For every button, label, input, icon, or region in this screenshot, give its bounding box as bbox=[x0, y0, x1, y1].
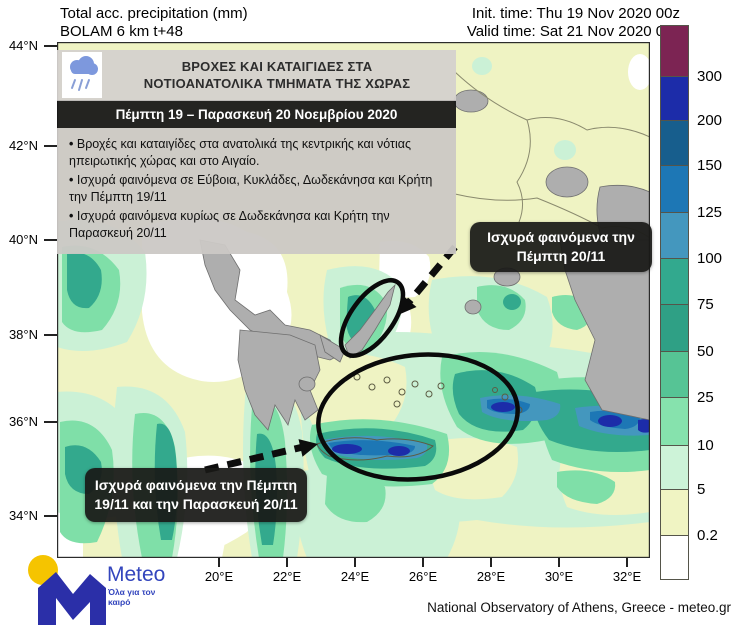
colorbar-label: 150 bbox=[697, 157, 723, 174]
precipitation-colorbar bbox=[660, 25, 689, 580]
arrow-to-crete bbox=[204, 443, 304, 474]
lon-label: 22°E bbox=[272, 569, 302, 584]
callout-line: 19/11 και την Παρασκευή 20/11 bbox=[94, 496, 298, 512]
product-title: Total acc. precipitation (mm) bbox=[60, 5, 248, 22]
evia-highlight-ellipse bbox=[338, 278, 406, 358]
colorbar-label: 0.2 bbox=[697, 527, 718, 544]
arrow-to-evia bbox=[406, 244, 458, 305]
lat-tick bbox=[44, 421, 57, 423]
colorbar-swatch bbox=[660, 121, 689, 166]
lat-label: 42°N bbox=[8, 138, 38, 153]
colorbar-swatch bbox=[660, 536, 689, 580]
info-panel: ΒΡΟΧΕΣ ΚΑΙ ΚΑΤΑΙΓΙΔΕΣ ΣΤΑ ΝΟΤΙΟΑΝΑΤΟΛΙΚΑ… bbox=[57, 50, 456, 254]
bullet-item: Ισχυρά φαινόμενα σε Εύβοια, Κυκλάδες, Δω… bbox=[69, 172, 446, 206]
info-title: ΒΡΟΧΕΣ ΚΑΙ ΚΑΤΑΙΓΙΔΕΣ ΣΤΑ ΝΟΤΙΟΑΝΑΤΟΛΙΚΑ… bbox=[106, 52, 456, 98]
lon-tick bbox=[558, 558, 560, 567]
callout-line: Ισχυρά φαινόμενα την Πέμπτη bbox=[94, 477, 298, 493]
callout-thursday-friday: Ισχυρά φαινόμενα την Πέμπτη 19/11 και τη… bbox=[85, 468, 307, 522]
lon-label: 24°E bbox=[340, 569, 370, 584]
callout-line: Ισχυρά φαινόμενα την bbox=[487, 229, 635, 245]
arrow-to-evia-head bbox=[398, 295, 417, 315]
lat-tick bbox=[44, 239, 57, 241]
lat-tick bbox=[44, 45, 57, 47]
lat-label: 34°N bbox=[8, 508, 38, 523]
valid-time: Valid time: Sat 21 Nov 2020 00z bbox=[466, 23, 680, 40]
lat-tick bbox=[44, 334, 57, 336]
colorbar-label: 100 bbox=[697, 250, 723, 267]
header-left: Total acc. precipitation (mm) BOLAM 6 km… bbox=[60, 5, 248, 41]
rain-cloud-icon bbox=[62, 52, 102, 98]
date-bar: Πέμπτη 19 – Παρασκευή 20 Νοεμβρίου 2020 bbox=[57, 101, 456, 128]
lon-tick bbox=[490, 558, 492, 567]
lon-label: 20°E bbox=[204, 569, 234, 584]
logo-brand: Meteo bbox=[107, 563, 166, 586]
lon-tick bbox=[626, 558, 628, 567]
colorbar-label: 50 bbox=[697, 343, 714, 360]
credit-text: National Observatory of Athens, Greece -… bbox=[427, 600, 731, 615]
bullet-item: Ισχυρά φαινόμενα κυρίως σε Δωδεκάνησα κα… bbox=[69, 208, 446, 242]
colorbar-swatch bbox=[660, 490, 689, 536]
info-title-line2: ΝΟΤΙΟΑΝΑΤΟΛΙΚΑ ΤΜΗΜΑΤΑ ΤΗΣ ΧΩΡΑΣ bbox=[143, 76, 411, 91]
colorbar-label: 200 bbox=[697, 112, 723, 129]
colorbar-swatch bbox=[660, 213, 689, 259]
colorbar-swatch bbox=[660, 25, 689, 77]
logo-tagline: Όλα για τον καιρό bbox=[108, 587, 156, 607]
lon-label: 26°E bbox=[408, 569, 438, 584]
lon-tick bbox=[422, 558, 424, 567]
colorbar-label: 5 bbox=[697, 481, 706, 498]
init-time: Init. time: Thu 19 Nov 2020 00z bbox=[471, 5, 680, 22]
lon-tick bbox=[354, 558, 356, 567]
lon-label: 28°E bbox=[476, 569, 506, 584]
info-title-line1: ΒΡΟΧΕΣ ΚΑΙ ΚΑΤΑΙΓΙΔΕΣ ΣΤΑ bbox=[181, 59, 373, 74]
lon-label: 30°E bbox=[544, 569, 574, 584]
meteo-logo bbox=[28, 555, 106, 625]
model-title: BOLAM 6 km t+48 bbox=[60, 23, 183, 40]
header-right: Init. time: Thu 19 Nov 2020 00z Valid ti… bbox=[400, 5, 680, 41]
lat-label: 36°N bbox=[8, 414, 38, 429]
crete-dodecanese-highlight-ellipse bbox=[316, 352, 520, 482]
lat-tick bbox=[44, 515, 57, 517]
colorbar-label: 25 bbox=[697, 389, 714, 406]
info-title-row: ΒΡΟΧΕΣ ΚΑΙ ΚΑΤΑΙΓΙΔΕΣ ΣΤΑ ΝΟΤΙΟΑΝΑΤΟΛΙΚΑ… bbox=[57, 50, 456, 101]
lon-label: 32°E bbox=[612, 569, 642, 584]
colorbar-label: 10 bbox=[697, 437, 714, 454]
colorbar-swatch bbox=[660, 259, 689, 305]
colorbar-swatch bbox=[660, 77, 689, 121]
colorbar-label: 125 bbox=[697, 204, 723, 221]
lon-tick bbox=[286, 558, 288, 567]
callout-thursday: Ισχυρά φαινόμενα την Πέμπτη 20/11 bbox=[470, 222, 652, 272]
colorbar-label: 300 bbox=[697, 68, 723, 85]
arrow-to-crete-head bbox=[298, 439, 318, 457]
colorbar-swatch bbox=[660, 305, 689, 352]
colorbar-swatch bbox=[660, 398, 689, 446]
colorbar-swatch bbox=[660, 352, 689, 398]
callout-line: Πέμπτη 20/11 bbox=[516, 248, 606, 264]
colorbar-label: 75 bbox=[697, 296, 714, 313]
lat-label: 44°N bbox=[8, 38, 38, 53]
logo-m-icon bbox=[38, 572, 106, 625]
lat-label: 40°N bbox=[8, 232, 38, 247]
colorbar-swatch bbox=[660, 166, 689, 213]
annotation-arrows bbox=[204, 244, 458, 474]
lat-tick bbox=[44, 145, 57, 147]
colorbar-swatch bbox=[660, 446, 689, 490]
lon-tick bbox=[218, 558, 220, 567]
highlight-ellipses bbox=[316, 278, 520, 482]
lat-label: 38°N bbox=[8, 327, 38, 342]
bullets-box: Βροχές και καταιγίδες στα ανατολικά της … bbox=[57, 128, 456, 254]
bullet-item: Βροχές και καταιγίδες στα ανατολικά της … bbox=[69, 136, 446, 170]
